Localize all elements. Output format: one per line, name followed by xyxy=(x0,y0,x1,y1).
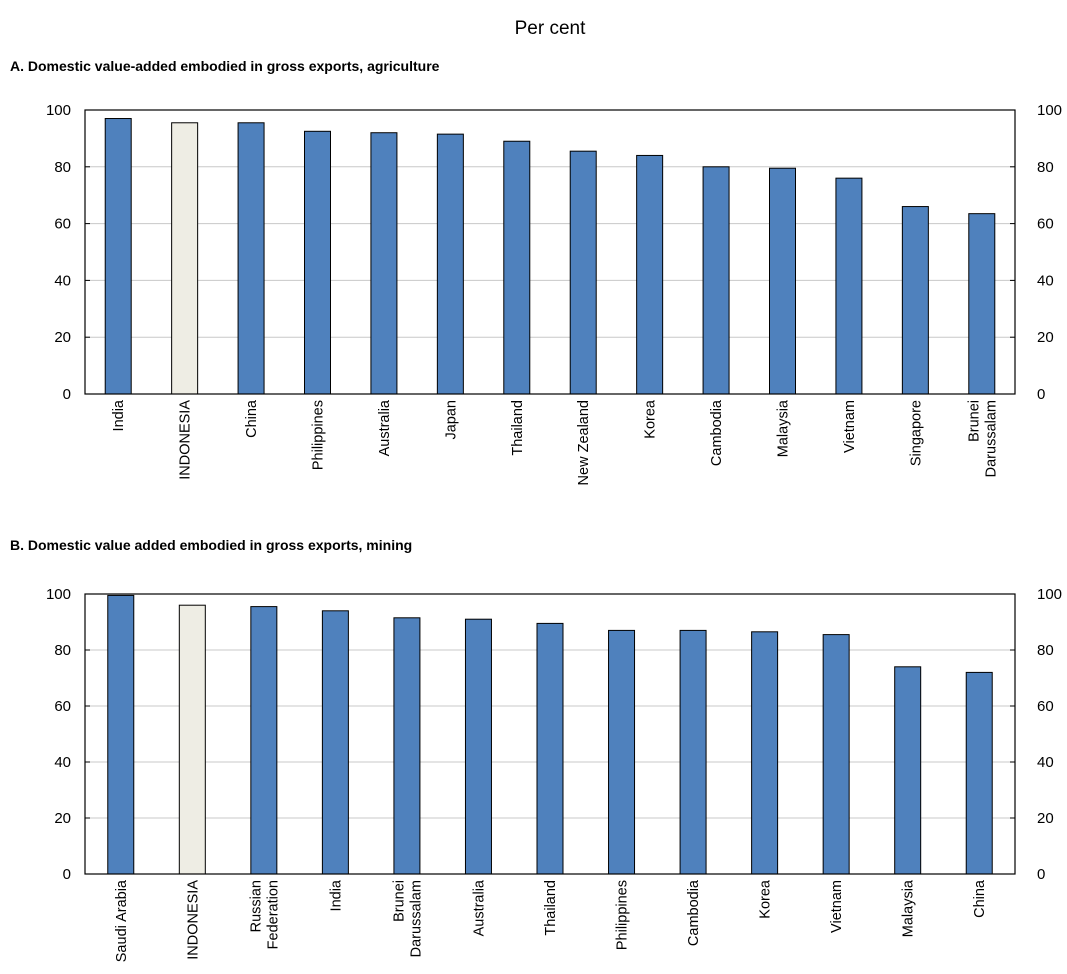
y-tick-label-left: 100 xyxy=(46,586,71,603)
bar-korea xyxy=(751,631,779,875)
category-label: Thailand xyxy=(510,400,526,456)
bar-cambodia xyxy=(679,629,707,875)
unit-label: Per cent xyxy=(514,18,586,39)
category-label: India xyxy=(328,879,344,911)
category-label: Australia xyxy=(377,399,393,456)
y-tick-label-left: 100 xyxy=(46,102,71,119)
category-label: Korea xyxy=(643,399,659,439)
y-tick-label-right: 0 xyxy=(1037,386,1045,403)
y-tick-label-left: 20 xyxy=(54,810,71,827)
category-label: Singapore xyxy=(908,400,924,466)
category-label: Saudi Arabia xyxy=(114,879,130,962)
category-label: INDONESIA xyxy=(178,400,194,480)
bar-indonesia xyxy=(171,122,199,395)
category-label: Philippines xyxy=(311,400,327,470)
category-label: Australia xyxy=(471,879,487,936)
category-label: INDONESIA xyxy=(185,880,201,960)
category-label: RussianFederation xyxy=(248,880,281,949)
y-tick-label-right: 20 xyxy=(1037,810,1054,827)
panel-b-title: B. Domestic value added embodied in gros… xyxy=(10,537,413,553)
bar-vietnam xyxy=(835,177,863,395)
bar-new-zealand xyxy=(569,150,597,395)
panel-a-plot: India INDONESIA China Philippines Australia J… xyxy=(46,102,1062,485)
category-label: Philippines xyxy=(615,880,631,950)
category-label: China xyxy=(972,879,988,918)
bar-india xyxy=(104,118,132,395)
y-tick-label-left: 80 xyxy=(54,642,71,659)
bar-india xyxy=(321,610,349,875)
category-label: Malaysia xyxy=(901,879,917,937)
category-label: Cambodia xyxy=(686,879,702,946)
bar-saudi-arabia xyxy=(107,594,135,875)
bar-thailand xyxy=(536,622,564,875)
y-tick-label-right: 100 xyxy=(1037,586,1062,603)
panel-b-plot: Saudi Arabia INDONESIA RussianFederation In… xyxy=(46,586,1062,962)
category-label: Thailand xyxy=(543,880,559,936)
y-tick-label-left: 40 xyxy=(54,272,71,289)
y-tick-label-right: 60 xyxy=(1037,216,1054,233)
bar-china xyxy=(237,122,265,395)
bar-brunei-darussalam xyxy=(393,617,421,875)
y-tick-label-left: 60 xyxy=(54,216,71,233)
bar-korea xyxy=(636,154,664,395)
bar-philippines xyxy=(304,130,331,395)
y-tick-label-right: 100 xyxy=(1037,102,1062,119)
category-label: BruneiDarussalam xyxy=(391,880,424,957)
bar-australia xyxy=(464,618,492,875)
category-label: India xyxy=(111,399,127,431)
bar-australia xyxy=(370,132,398,395)
bar-thailand xyxy=(503,140,531,395)
category-label: Vietnam xyxy=(842,400,858,453)
bar-philippines xyxy=(608,629,636,875)
bar-china xyxy=(965,671,993,875)
bar-japan xyxy=(436,133,464,395)
y-tick-label-left: 0 xyxy=(63,866,71,883)
bar-brunei-darussalam xyxy=(968,213,996,395)
category-label: New Zealand xyxy=(576,400,592,485)
y-tick-label-left: 80 xyxy=(54,159,71,176)
category-label: Cambodia xyxy=(709,399,725,466)
y-tick-label-right: 40 xyxy=(1037,754,1054,771)
bar-malaysia xyxy=(894,666,922,875)
category-label: Japan xyxy=(443,400,459,440)
y-tick-label-left: 0 xyxy=(63,386,71,403)
y-tick-label-right: 40 xyxy=(1037,272,1054,289)
bar-malaysia xyxy=(769,167,796,395)
bar-indonesia xyxy=(178,604,206,875)
bar-vietnam xyxy=(822,634,850,875)
category-label: Vietnam xyxy=(829,880,845,933)
plot-frame xyxy=(84,109,1016,395)
category-label: Korea xyxy=(758,879,774,919)
y-tick-label-left: 60 xyxy=(54,698,71,715)
y-tick-label-right: 0 xyxy=(1037,866,1045,883)
y-tick-label-right: 20 xyxy=(1037,329,1054,346)
panel-a-title: A. Domestic value-added embodied in gros… xyxy=(10,58,440,74)
category-label: China xyxy=(244,399,260,438)
y-tick-label-left: 40 xyxy=(54,754,71,771)
y-tick-label-right: 80 xyxy=(1037,159,1054,176)
bar-russian-federation xyxy=(250,606,278,875)
y-tick-label-right: 80 xyxy=(1037,642,1054,659)
category-label: Malaysia xyxy=(776,399,792,457)
y-tick-label-right: 60 xyxy=(1037,698,1054,715)
plot-frame xyxy=(84,593,1016,875)
category-label: BruneiDarussalam xyxy=(966,400,999,477)
bar-cambodia xyxy=(702,166,730,395)
bar-singapore xyxy=(901,206,929,395)
y-tick-label-left: 20 xyxy=(54,329,71,346)
